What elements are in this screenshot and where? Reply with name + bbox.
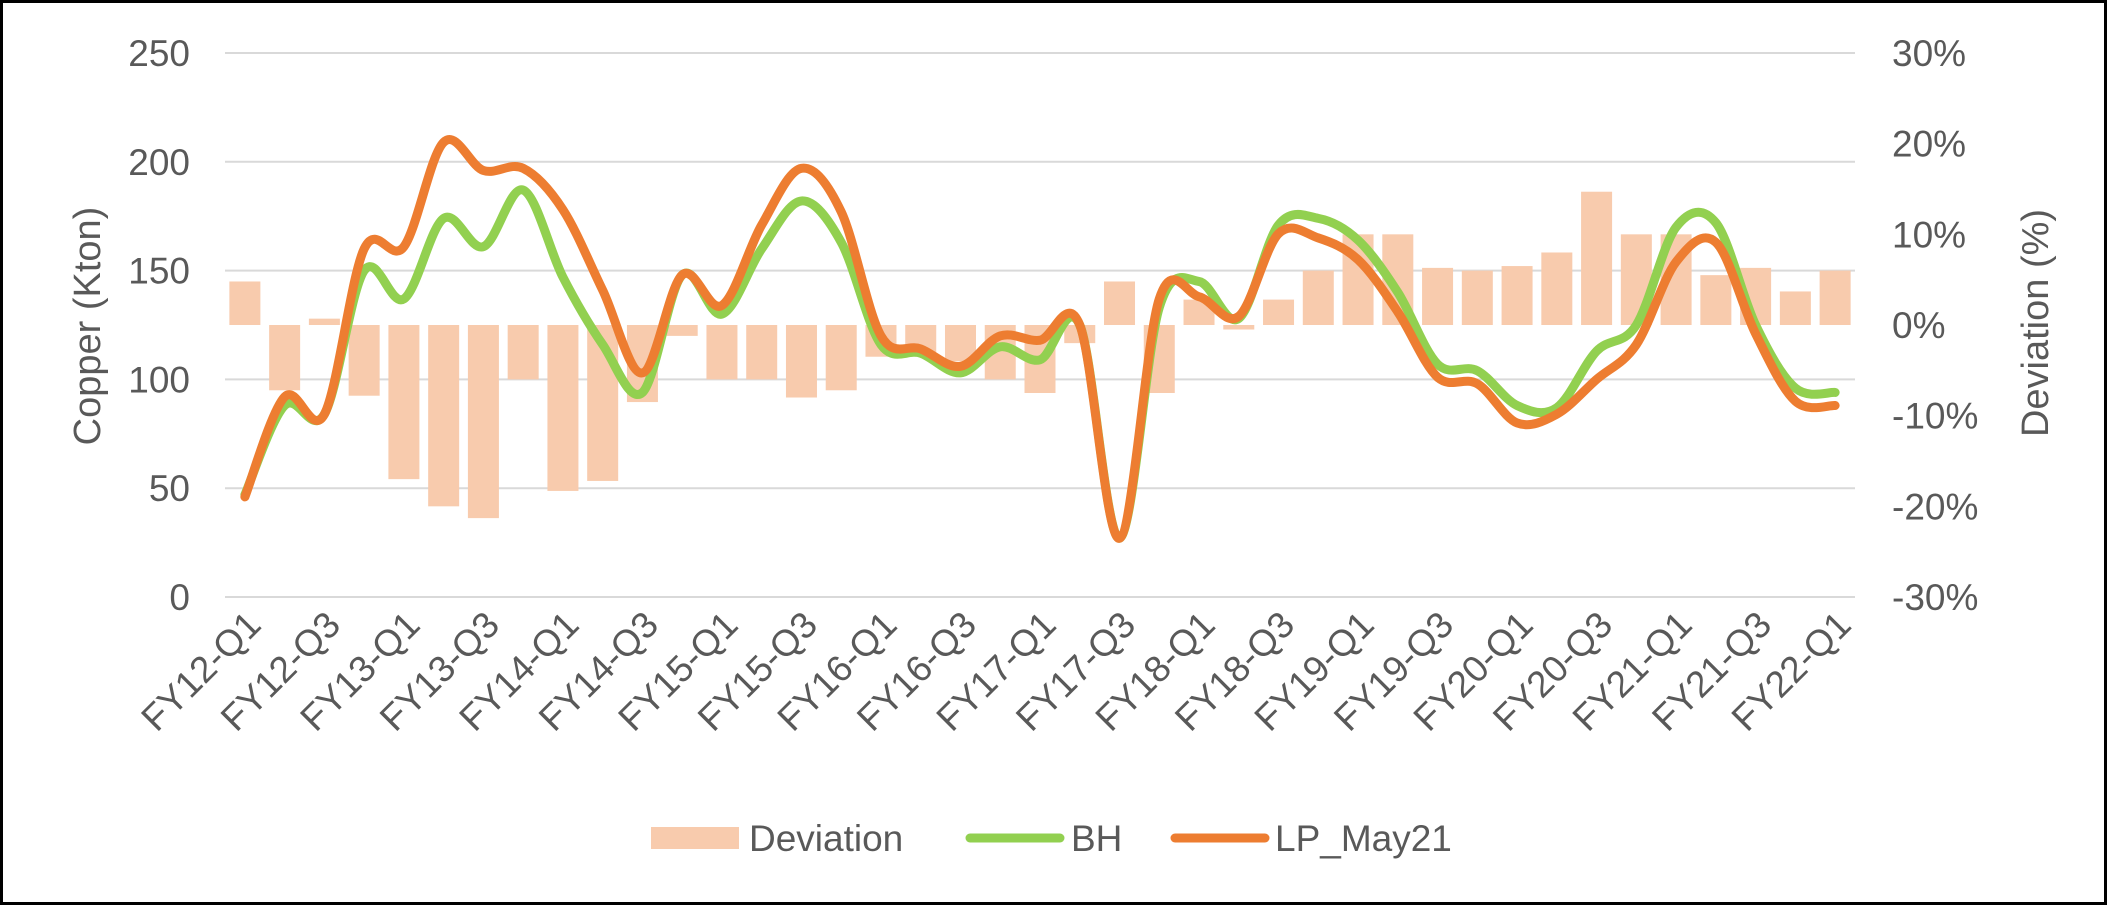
y-axis-title: Copper (Kton) xyxy=(67,207,109,446)
deviation-bar xyxy=(785,325,817,398)
legend-label: BH xyxy=(1071,818,1122,859)
deviation-bar xyxy=(467,325,499,519)
y-tick-label: 150 xyxy=(128,251,190,292)
deviation-bar xyxy=(388,325,420,480)
y2-tick-label: -10% xyxy=(1892,396,1978,437)
deviation-bar xyxy=(269,325,301,391)
deviation-bar xyxy=(746,325,778,380)
deviation-bars xyxy=(229,191,1851,519)
deviation-bar xyxy=(229,281,261,325)
y2-tick-label: -30% xyxy=(1892,577,1978,618)
y2-axis-title: Deviation (%) xyxy=(2015,209,2057,437)
deviation-bar xyxy=(1104,281,1136,325)
deviation-bar xyxy=(1819,270,1851,325)
deviation-bar xyxy=(308,318,340,325)
deviation-bar xyxy=(1541,252,1573,325)
y2-tick-label: -20% xyxy=(1892,486,1978,527)
y-tick-label: 50 xyxy=(149,468,190,509)
deviation-bar xyxy=(825,325,857,391)
deviation-bar xyxy=(706,325,738,380)
deviation-bar xyxy=(1223,325,1255,330)
legend-swatch-deviation xyxy=(651,827,739,849)
deviation-bar xyxy=(666,325,698,336)
deviation-bar xyxy=(1779,291,1811,325)
combo-chart: Copper (Kton) Deviation (%) 0 50 100 150 200… xyxy=(67,33,2057,859)
series-lines xyxy=(240,135,1840,543)
legend-label: LP_May21 xyxy=(1275,818,1452,859)
y2-tick-label: 0% xyxy=(1892,305,1945,346)
lp-may21-line xyxy=(240,135,1840,543)
y2-tick-label: 20% xyxy=(1892,124,1966,165)
deviation-bar xyxy=(1581,191,1613,325)
y-axis-ticks: 0 50 100 150 200 250 xyxy=(128,33,190,618)
deviation-bar xyxy=(507,325,539,380)
bh-line xyxy=(240,185,1840,543)
deviation-bar xyxy=(1263,299,1295,325)
deviation-bar xyxy=(348,325,380,396)
deviation-bar xyxy=(1700,275,1732,325)
x-axis-ticks: FY12-Q1FY12-Q3FY13-Q1FY13-Q3FY14-Q1FY14-… xyxy=(133,604,1858,739)
y2-axis-ticks: -30% -20% -10% 0% 10% 20% 30% xyxy=(1892,33,1978,618)
y2-tick-label: 30% xyxy=(1892,33,1966,74)
deviation-bar xyxy=(428,325,460,507)
legend-label: Deviation xyxy=(749,818,903,859)
y2-tick-label: 10% xyxy=(1892,214,1966,255)
y-tick-label: 100 xyxy=(128,359,190,400)
deviation-bar xyxy=(1501,266,1533,325)
deviation-bar xyxy=(547,325,579,491)
y-tick-label: 200 xyxy=(128,142,190,183)
y-tick-label: 250 xyxy=(128,33,190,74)
y-tick-label: 0 xyxy=(169,577,190,618)
deviation-bar xyxy=(1302,270,1334,325)
deviation-bar xyxy=(1422,267,1454,325)
legend: Deviation BH LP_May21 xyxy=(651,818,1452,859)
deviation-bar xyxy=(1461,270,1493,325)
